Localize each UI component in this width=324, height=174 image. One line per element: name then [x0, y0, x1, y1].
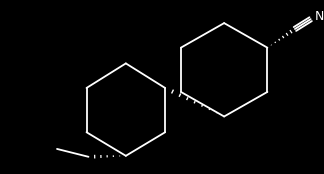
Text: N: N — [315, 10, 324, 23]
